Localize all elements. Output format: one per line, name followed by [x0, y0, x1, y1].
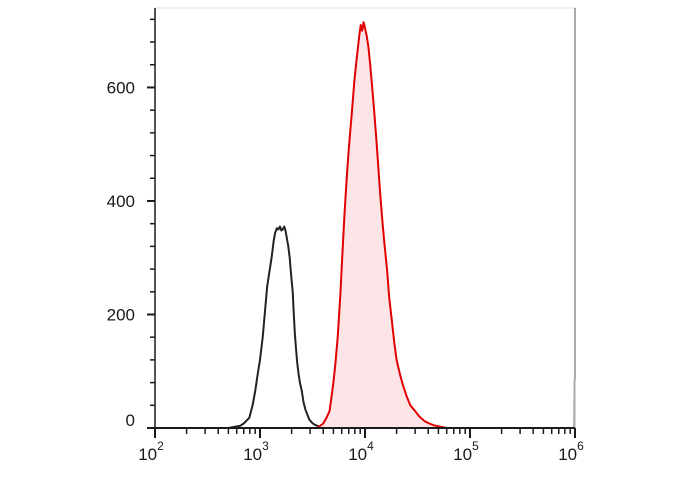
series-0-line — [228, 225, 324, 429]
y-tick-label: 0 — [126, 411, 135, 430]
y-tick-label: 400 — [107, 192, 135, 211]
x-tick-label: 103 — [243, 439, 269, 464]
x-tick-label: 106 — [558, 439, 584, 464]
y-tick-label: 600 — [107, 78, 135, 97]
series-2-line — [573, 379, 576, 429]
plot-frame — [155, 7, 576, 428]
series-layer — [228, 21, 576, 429]
x-tick-label: 104 — [348, 439, 374, 464]
x-tick-label: 105 — [453, 439, 479, 464]
y-tick-label: 200 — [107, 305, 135, 324]
series-1-line — [316, 21, 447, 429]
y-axis: 0 200 400 600 — [107, 8, 156, 430]
x-axis: 102 103 104 105 106 — [138, 427, 584, 464]
x-tick-label: 102 — [138, 439, 164, 464]
